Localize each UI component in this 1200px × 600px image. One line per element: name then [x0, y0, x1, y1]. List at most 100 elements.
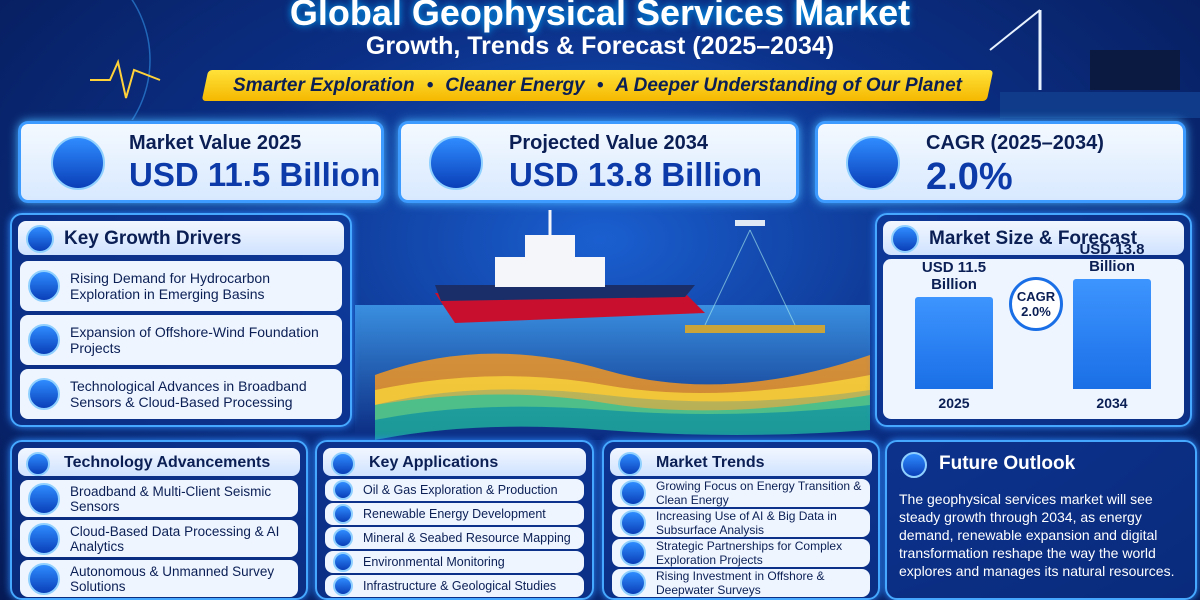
chart-title: Market Size & Forecast — [929, 228, 1138, 249]
icon — [26, 452, 50, 476]
icon — [620, 540, 646, 566]
icon — [891, 225, 919, 253]
outlook-text: The geophysical services market will see… — [899, 491, 1175, 579]
icon — [618, 452, 642, 476]
chart-panel: Market Size & Forecast USD 11.5 Billion … — [875, 213, 1192, 427]
list-item: Rising Demand for Hydrocarbon Exploratio… — [20, 261, 342, 311]
icon — [28, 378, 60, 410]
icon — [333, 504, 353, 524]
panel-header: Technology Advancements — [18, 448, 300, 476]
icon — [333, 480, 353, 500]
icon — [28, 482, 60, 515]
x-tick-label: 2034 — [1096, 395, 1128, 411]
list-item: Growing Focus on Energy Transition & Cle… — [612, 479, 870, 507]
value-label: USD 13.8 Billion — [1079, 240, 1145, 275]
bar — [915, 297, 993, 389]
title: Global Geophysical Services Market — [289, 0, 911, 33]
tagline: A Deeper Understanding of Our Planet — [615, 74, 962, 96]
icon — [28, 270, 60, 302]
cagr-annotation: CAGR 2.0% — [1009, 277, 1063, 331]
icon — [846, 136, 900, 190]
bar — [1073, 278, 1151, 389]
drivers-panel: Key Growth Drivers Rising Demand for Hyd… — [10, 213, 352, 427]
list-item: Cloud-Based Data Processing & AI Analyti… — [20, 520, 298, 557]
item-text: Rising Investment in Offshore & Deepwate… — [656, 569, 825, 597]
separator: • — [596, 74, 604, 96]
item-text: Environmental Monitoring — [363, 555, 505, 569]
stat-value: 2.0% — [926, 156, 1013, 198]
panel-header: Key Growth Drivers — [18, 221, 344, 255]
list-item: Expansion of Offshore-Wind Foundation Pr… — [20, 315, 342, 365]
taglines: Smarter Exploration • Cleaner Energy • A D… — [205, 70, 990, 101]
icon — [28, 324, 60, 356]
applications-panel: Key Applications Oil & Gas Exploration &… — [315, 440, 594, 600]
icon — [901, 452, 927, 478]
stat-value: USD 11.5 Billion — [129, 156, 381, 193]
value-label: USD 11.5 Billion — [921, 259, 987, 293]
item-text: Expansion of Offshore-Wind Foundation Pr… — [70, 324, 319, 356]
chart-area: USD 11.5 Billion USD 13.8 Billion 2025 2… — [883, 241, 1184, 419]
stat-label: Market Value 2025 — [129, 132, 302, 154]
panel-title: Market Trends — [656, 454, 765, 471]
trends-panel: Market Trends Growing Focus on Energy Tr… — [602, 440, 880, 600]
item-text: Broadband & Multi-Client Seismic Sensors — [70, 483, 272, 514]
item-text: Oil & Gas Exploration & Production — [363, 483, 558, 497]
subtitle: Growth, Trends & Forecast (2025–2034) — [365, 32, 835, 60]
list-item: Infrastructure & Geological Studies — [325, 575, 584, 597]
icon — [620, 510, 646, 536]
list-item: Rising Investment in Offshore & Deepwate… — [612, 569, 870, 597]
list-item: Broadband & Multi-Client Seismic Sensors — [20, 480, 298, 517]
icon — [333, 552, 353, 572]
icon — [429, 136, 483, 190]
item-text: Renewable Energy Development — [363, 507, 546, 521]
panel-title: Technology Advancements — [64, 454, 271, 471]
icon — [28, 562, 60, 595]
icon — [620, 480, 646, 506]
panel-title: Key Growth Drivers — [64, 228, 242, 249]
panel-header: Future Outlook — [893, 448, 1189, 478]
outlook-panel: Future Outlook The geophysical services … — [885, 440, 1197, 600]
list-item: Oil & Gas Exploration & Production — [325, 479, 584, 501]
list-item: Strategic Partnerships for Complex Explo… — [612, 539, 870, 567]
stat-card: CAGR (2025–2034) 2.0% — [815, 121, 1186, 203]
item-text: Technological Advances in Broadband Sens… — [70, 378, 307, 410]
tagline: Cleaner Energy — [445, 74, 585, 96]
list-item: Renewable Energy Development — [325, 503, 584, 525]
list-item: Increasing Use of AI & Big Data in Subsu… — [612, 509, 870, 537]
header-art — [90, 0, 1200, 120]
item-text: Growing Focus on Energy Transition & Cle… — [656, 479, 862, 507]
icon — [28, 522, 60, 555]
item-text: Strategic Partnerships for Complex Explo… — [656, 539, 843, 567]
list-item: Environmental Monitoring — [325, 551, 584, 573]
stat-value: USD 13.8 Billion — [509, 156, 763, 193]
stat-label: Projected Value 2034 — [509, 132, 709, 154]
icon — [331, 452, 355, 476]
list-item: Technological Advances in Broadband Sens… — [20, 369, 342, 419]
stat-card: Market Value 2025 USD 11.5 Billion — [18, 121, 384, 203]
item-text: Increasing Use of AI & Big Data in Subsu… — [656, 509, 837, 537]
panel-header: Market Size & Forecast — [883, 221, 1184, 255]
list-item: Mineral & Seabed Resource Mapping — [325, 527, 584, 549]
item-text: Rising Demand for Hydrocarbon Exploratio… — [70, 270, 270, 302]
icon — [620, 570, 646, 596]
item-text: Infrastructure & Geological Studies — [363, 579, 557, 593]
list-item: Autonomous & Unmanned Survey Solutions — [20, 560, 298, 597]
survey-illustration — [355, 210, 870, 440]
icon — [26, 225, 54, 253]
stat-label: CAGR (2025–2034) — [926, 132, 1104, 154]
panel-title: Future Outlook — [939, 453, 1076, 474]
item-text: Autonomous & Unmanned Survey Solutions — [70, 563, 275, 594]
panel-header: Market Trends — [610, 448, 872, 476]
item-text: Cloud-Based Data Processing & AI Analyti… — [70, 523, 280, 554]
technology-panel: Technology Advancements Broadband & Mult… — [10, 440, 308, 600]
icon — [333, 576, 353, 596]
stat-card: Projected Value 2034 USD 13.8 Billion — [398, 121, 799, 203]
item-text: Mineral & Seabed Resource Mapping — [363, 531, 571, 545]
x-tick-label: 2025 — [938, 395, 970, 411]
separator: • — [426, 74, 434, 96]
icon — [51, 136, 105, 190]
panel-header: Key Applications — [323, 448, 586, 476]
icon — [333, 528, 353, 548]
tagline: Smarter Exploration — [233, 74, 415, 96]
